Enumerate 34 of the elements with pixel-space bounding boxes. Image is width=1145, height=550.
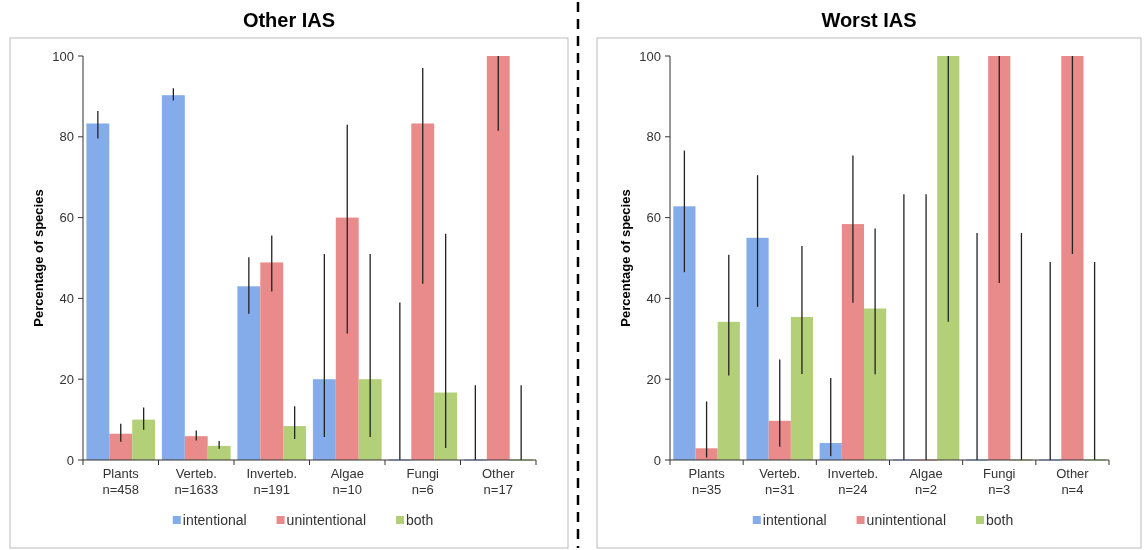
- x-tick-label: Fungi n=3: [982, 466, 1016, 497]
- y-tick-label: 100: [52, 48, 74, 64]
- x-tick-label: Plants n=458: [102, 466, 140, 497]
- legend-label: unintentional: [866, 512, 947, 528]
- y-tick-label: 80: [646, 129, 661, 145]
- chart-title: Other IAS: [242, 9, 336, 31]
- legend-label: both: [406, 512, 434, 528]
- x-tick-label: Other n=17: [481, 466, 516, 497]
- y-tick-label: 20: [59, 371, 74, 387]
- y-axis-title: Percentage of species: [31, 189, 46, 327]
- y-tick-label: 0: [66, 452, 74, 468]
- y-tick-label: 40: [59, 290, 74, 306]
- x-tick-label: Plants n=35: [688, 466, 726, 497]
- x-tick-label: Algae n=10: [330, 466, 364, 497]
- x-tick-label: Inverteb. n=191: [246, 466, 298, 497]
- y-tick-label: 80: [59, 129, 74, 145]
- y-tick-label: 0: [653, 452, 661, 468]
- y-tick-label: 40: [646, 290, 661, 306]
- legend-label: both: [986, 512, 1014, 528]
- y-tick-label: 60: [646, 210, 661, 226]
- x-tick-label: Other n=4: [1056, 466, 1090, 497]
- legend-label: unintentional: [286, 512, 367, 528]
- x-tick-label: Algae n=2: [909, 466, 943, 497]
- x-tick-label: Inverteb. n=24: [827, 466, 879, 497]
- legend-label: intentional: [762, 512, 827, 528]
- y-tick-label: 20: [646, 371, 661, 387]
- x-tick-label: Fungi n=6: [406, 466, 440, 497]
- y-tick-label: 100: [639, 48, 661, 64]
- x-tick-label: Verteb. n=31: [759, 466, 801, 497]
- chart-title: Worst IAS: [821, 9, 917, 31]
- x-tick-label: Verteb. n=1633: [174, 466, 219, 497]
- y-axis-title: Percentage of species: [618, 189, 633, 327]
- legend-label: intentional: [182, 512, 247, 528]
- y-tick-label: 60: [59, 210, 74, 226]
